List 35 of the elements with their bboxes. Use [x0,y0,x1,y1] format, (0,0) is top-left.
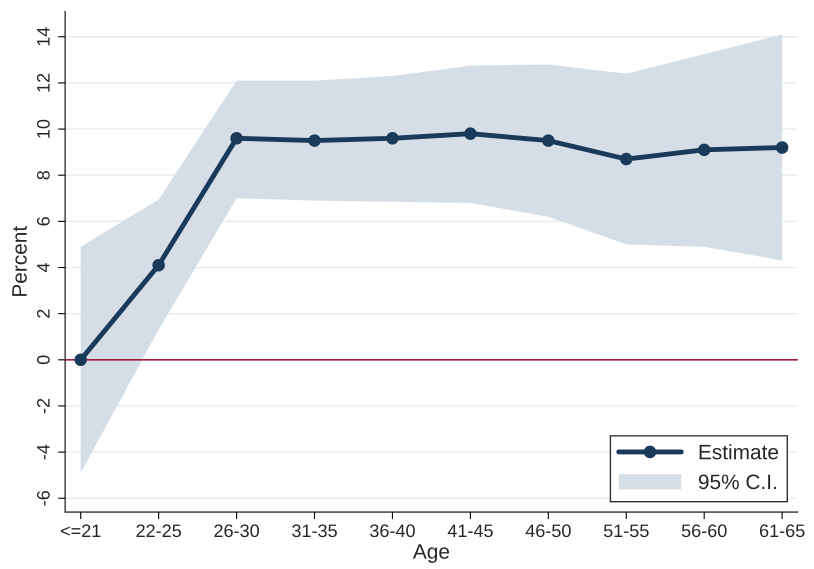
x-tick-label: 41-45 [448,524,493,538]
x-axis-title: Age [412,544,450,563]
x-tick-label: <=21 [61,524,100,537]
point [542,134,555,147]
y-tick-label: 6 [36,217,50,226]
y-tick-label: -6 [36,491,50,506]
x-tick-label: 61-65 [760,524,804,538]
x-tick-label: 51-55 [604,524,649,538]
x-tick-label: 56-60 [682,524,727,538]
point [620,152,633,166]
point [698,144,710,156]
x-tick-label: 26-30 [214,524,259,538]
x-tick-label: 22-25 [136,524,181,538]
y-tick-label: 4 [37,263,50,272]
point [230,132,243,145]
x-tick-label: 46-50 [526,524,571,538]
point [74,354,87,366]
y-tick-label: 10 [36,120,50,138]
point [464,127,477,140]
y-tick-label: -2 [36,398,50,414]
y-tick-label: -4 [37,444,50,460]
x-tick-label: 36-40 [370,524,415,538]
point [776,141,788,154]
point [152,258,165,272]
y-tick-label: 14 [37,27,50,46]
y-tick-label: 12 [36,74,50,92]
legend-label: Estimate [700,444,778,460]
y-axis-title: Percent [12,226,27,296]
y-tick-label: 2 [36,310,50,318]
y-tick-label: 8 [36,170,50,180]
x-tick-label: 31-35 [292,524,337,538]
y-tick-label: 0 [36,355,50,364]
point [308,134,321,147]
point [386,132,399,145]
annotation: 95% C.I. [698,474,776,490]
